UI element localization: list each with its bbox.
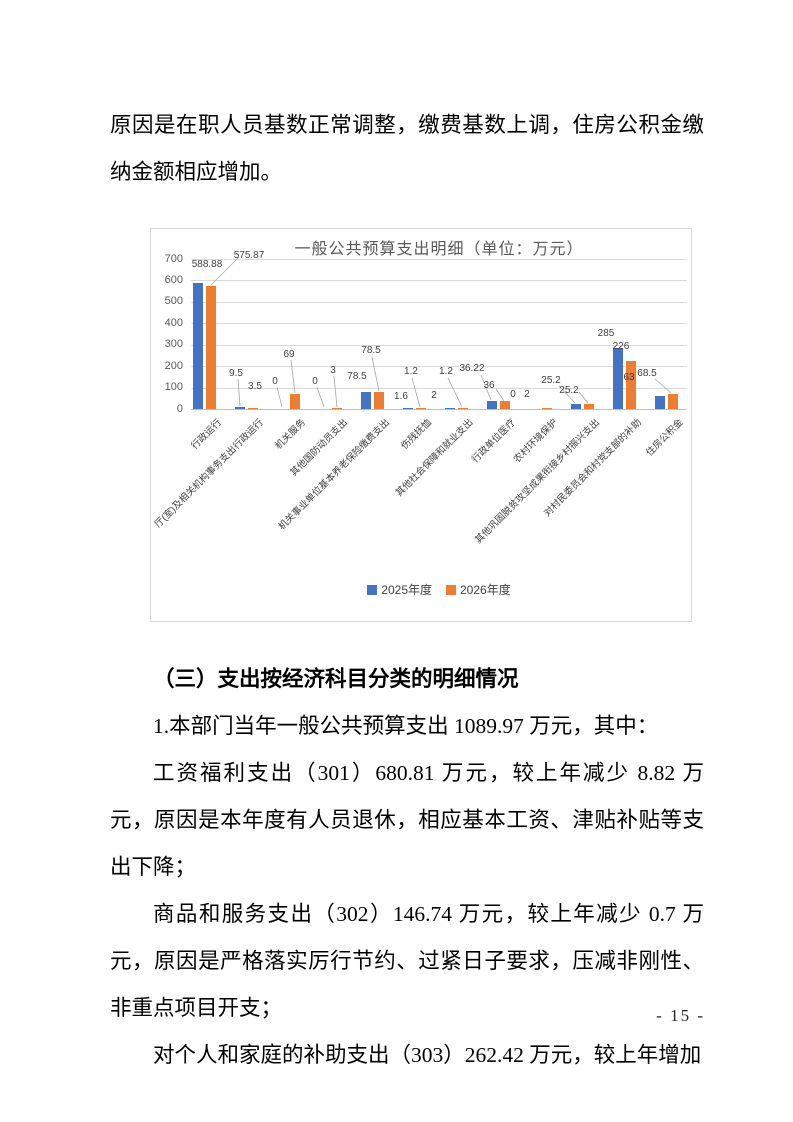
- x-axis-label: 其他社会保障和就业支出: [394, 417, 476, 499]
- chart-title: 一般公共预算支出明细（单位：万元）: [294, 241, 584, 258]
- bar: [373, 392, 384, 409]
- data-label: 69: [283, 349, 295, 360]
- bar: [205, 285, 216, 409]
- paragraph-total: 1.本部门当年一般公共预算支出 1089.97 万元，其中：: [153, 714, 659, 738]
- x-axis-label: 伤残抚恤: [399, 417, 434, 452]
- data-label: 78.5: [347, 371, 367, 382]
- y-tick-label: 300: [164, 338, 183, 351]
- bar: [289, 394, 300, 409]
- y-tick-label: 400: [164, 316, 183, 329]
- intro-paragraph: 原因是在职人员基数正常调整，缴费基数上调，住房公积金缴纳金额相应增加。: [110, 113, 704, 184]
- bar: [444, 408, 455, 409]
- bar: [499, 401, 510, 409]
- y-tick-label: 600: [164, 273, 183, 286]
- bar: [457, 408, 468, 409]
- budget-expense-chart: 一般公共预算支出明细（单位：万元） 0 100 200 300 400 500 600 700…: [150, 228, 692, 622]
- bar: [570, 403, 581, 409]
- data-label: 63: [623, 372, 635, 383]
- data-label: 0: [312, 376, 318, 387]
- gridline: [191, 366, 687, 368]
- legend-swatch-2026: [446, 584, 456, 595]
- data-label: 0: [510, 389, 516, 400]
- paragraph-302: 商品和服务支出（302）146.74 万元，较上年减少 0.7 万元，原因是严格…: [110, 902, 704, 1020]
- data-label: 285: [597, 328, 615, 339]
- gridline: [191, 280, 687, 282]
- data-label: 3.5: [248, 381, 262, 392]
- bar: [541, 408, 552, 409]
- gridline: [191, 409, 687, 410]
- data-label: 3: [330, 365, 336, 376]
- bar: [331, 408, 342, 409]
- bar: [247, 408, 258, 409]
- bar: [360, 392, 371, 409]
- x-axis-label: 行政单位医疗: [469, 417, 518, 466]
- data-label: 1.2: [439, 366, 453, 377]
- data-label: 575.87: [233, 250, 265, 261]
- gridline: [191, 387, 687, 389]
- leader-line: [654, 378, 672, 394]
- chart-legend: 2025年度 2026年度: [191, 581, 687, 598]
- y-tick-label: 700: [164, 252, 183, 265]
- data-label: 1.6: [394, 391, 408, 402]
- gridline: [191, 301, 687, 303]
- section-heading: （三）支出按经济科目分类的明细情况: [153, 667, 519, 691]
- bar: [583, 403, 594, 409]
- x-axis-label: 行政运行: [189, 417, 224, 452]
- data-label: 588.88: [191, 259, 223, 270]
- x-axis-label: 机关服务: [273, 417, 308, 452]
- data-label: 36.22: [459, 363, 485, 374]
- gridline: [191, 323, 687, 325]
- bar: [402, 408, 413, 409]
- data-label: 0: [272, 376, 278, 387]
- paragraph-303: 对个人和家庭的补助支出（303）262.42 万元，较上年增加: [153, 1043, 702, 1067]
- y-tick-label: 0: [176, 402, 183, 415]
- section-content: （三）支出按经济科目分类的明细情况 1.本部门当年一般公共预算支出 1089.9…: [110, 656, 704, 1079]
- bar: [234, 406, 245, 409]
- legend-swatch-2025: [367, 584, 378, 595]
- bar: [667, 394, 678, 409]
- data-label: 1.2: [404, 366, 418, 377]
- legend-item-2025: 2025年度: [367, 581, 432, 598]
- gridline: [191, 344, 687, 346]
- leader-line: [316, 386, 325, 408]
- bar: [192, 282, 203, 409]
- data-label: 78.5: [361, 345, 381, 356]
- data-label: 25.2: [559, 385, 579, 396]
- bar: [415, 408, 426, 409]
- legend-item-2026: 2026年度: [446, 581, 511, 598]
- data-label: 36: [483, 380, 495, 391]
- y-tick-label: 200: [164, 359, 183, 372]
- legend-label-2025: 2025年度: [381, 583, 432, 597]
- bar: [486, 401, 497, 409]
- bar: [612, 347, 623, 409]
- gridline: [191, 259, 687, 260]
- y-tick-label: 100: [164, 381, 183, 394]
- data-label: 68.5: [637, 368, 657, 379]
- paragraph-301: 工资福利支出（301）680.81 万元，较上年减少 8.82 万元，原因是本年…: [110, 761, 704, 879]
- y-tick-label: 500: [164, 295, 183, 308]
- x-axis-label: 住房公积金: [644, 417, 686, 459]
- data-label: 2: [524, 389, 530, 400]
- legend-label-2026: 2026年度: [460, 583, 511, 597]
- data-label: 2: [431, 390, 437, 401]
- bar: [654, 395, 665, 409]
- data-label: 9.5: [229, 368, 243, 379]
- data-label: 25.2: [541, 375, 561, 386]
- page-number: - 15 -: [656, 1006, 705, 1025]
- data-label: 226: [612, 341, 630, 352]
- bar: [625, 360, 636, 409]
